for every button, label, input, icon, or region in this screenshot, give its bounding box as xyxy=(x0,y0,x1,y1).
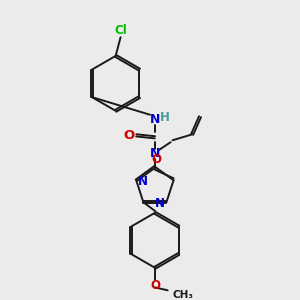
Text: N: N xyxy=(150,113,160,126)
Text: O: O xyxy=(150,279,160,292)
Text: N: N xyxy=(138,175,148,188)
Text: O: O xyxy=(151,153,161,167)
Text: O: O xyxy=(124,129,135,142)
Text: N: N xyxy=(150,148,160,160)
Text: H: H xyxy=(160,111,169,124)
Text: Cl: Cl xyxy=(114,24,127,37)
Text: N: N xyxy=(154,197,165,210)
Text: CH₃: CH₃ xyxy=(172,290,194,300)
